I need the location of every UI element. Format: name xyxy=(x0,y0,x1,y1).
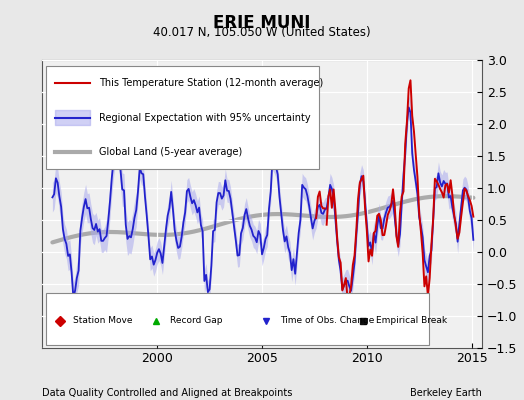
Text: Regional Expectation with 95% uncertainty: Regional Expectation with 95% uncertaint… xyxy=(99,113,311,122)
FancyBboxPatch shape xyxy=(46,66,319,170)
Text: Data Quality Controlled and Aligned at Breakpoints: Data Quality Controlled and Aligned at B… xyxy=(42,388,292,398)
FancyBboxPatch shape xyxy=(46,293,429,345)
Text: Time of Obs. Change: Time of Obs. Change xyxy=(280,316,374,325)
Text: Station Move: Station Move xyxy=(73,316,132,325)
Text: Record Gap: Record Gap xyxy=(170,316,222,325)
Text: Berkeley Earth: Berkeley Earth xyxy=(410,388,482,398)
Text: Global Land (5-year average): Global Land (5-year average) xyxy=(99,147,243,157)
Text: 40.017 N, 105.050 W (United States): 40.017 N, 105.050 W (United States) xyxy=(153,26,371,39)
Text: Empirical Break: Empirical Break xyxy=(376,316,447,325)
Text: ERIE MUNI: ERIE MUNI xyxy=(213,14,311,32)
Text: This Temperature Station (12-month average): This Temperature Station (12-month avera… xyxy=(99,78,323,88)
